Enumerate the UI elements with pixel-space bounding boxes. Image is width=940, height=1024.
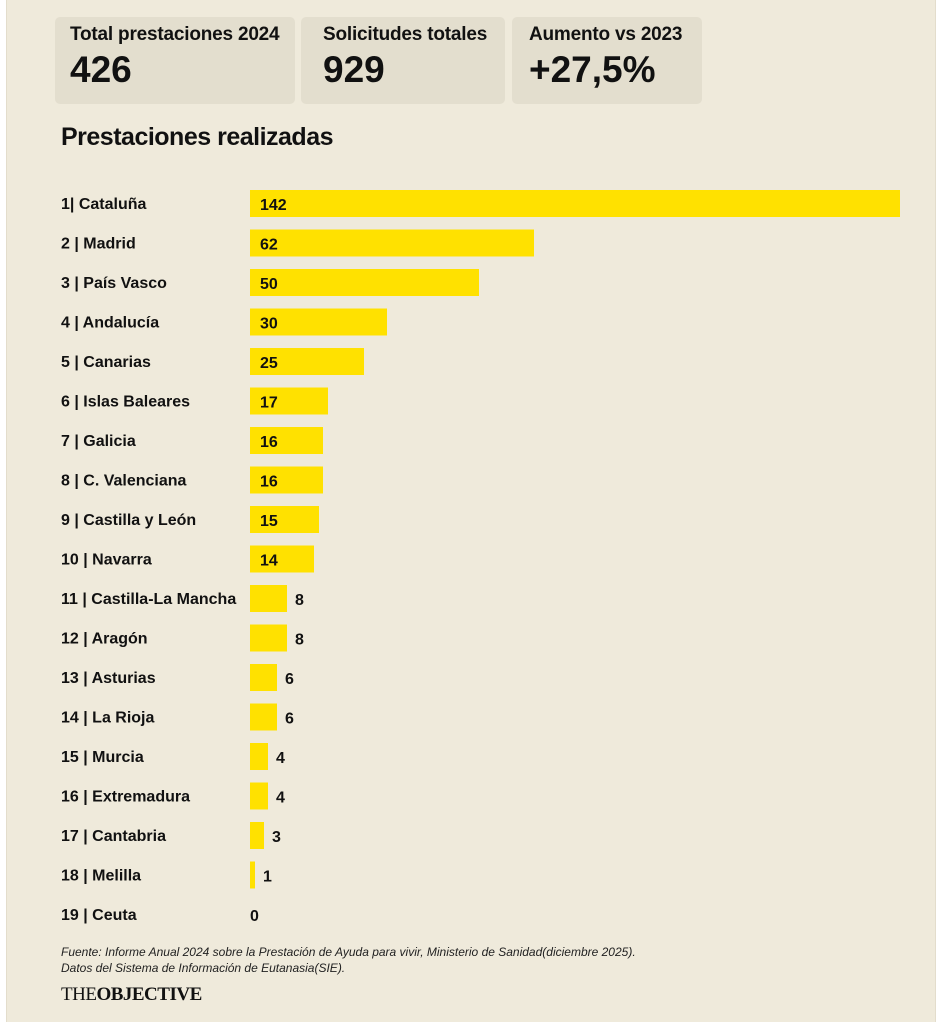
kpi-value: 929 (323, 49, 385, 90)
brand-logo: THEOBJECTIVE (61, 984, 202, 1006)
category-label: 13 | Asturias (61, 670, 156, 687)
category-label: 15 | Murcia (61, 749, 144, 766)
value-label: 16 (260, 474, 278, 491)
source-line-1: Fuente: Informe Anual 2024 sobre la Pres… (61, 945, 636, 959)
value-label: 6 (285, 671, 294, 688)
category-label: 11 | Castilla-La Mancha (61, 591, 236, 608)
value-label: 4 (276, 750, 285, 767)
source-line-2: Datos del Sistema de Información de Euta… (61, 961, 346, 975)
category-label: 4 | Andalucía (61, 315, 159, 332)
category-label: 14 | La Rioja (61, 710, 155, 727)
value-label: 142 (260, 197, 287, 214)
category-label: 10 | Navarra (61, 552, 152, 569)
kpi-label: Total prestaciones 2024 (70, 24, 280, 45)
category-label: 8 | C. Valenciana (61, 473, 187, 490)
brand-part-1: THE (61, 984, 97, 1005)
bar (250, 861, 255, 889)
bar (250, 190, 900, 217)
bar (250, 506, 319, 533)
bar (250, 387, 328, 415)
infographic-frame: Total prestaciones 2024 426 Solicitudes … (6, 0, 936, 1022)
value-label: 4 (276, 790, 285, 807)
kpi-value: 426 (70, 49, 132, 90)
category-label: 6 | Islas Baleares (61, 394, 190, 411)
bar (250, 269, 479, 296)
value-label: 15 (260, 513, 278, 530)
category-label: 12 | Aragón (61, 631, 148, 648)
value-label: 17 (260, 395, 278, 412)
value-label: 6 (285, 711, 294, 728)
bar (250, 229, 534, 257)
bar (250, 624, 287, 652)
category-label: 7 | Galicia (61, 433, 136, 450)
bar (250, 585, 287, 612)
value-label: 50 (260, 276, 278, 293)
category-label: 5 | Canarias (61, 354, 151, 371)
category-label: 3 | País Vasco (61, 275, 167, 292)
bar (250, 703, 277, 731)
category-label: 16 | Extremadura (61, 789, 190, 806)
category-label: 19 | Ceuta (61, 907, 137, 924)
kpi-value: +27,5% (529, 49, 656, 90)
kpi-label: Aumento vs 2023 (529, 24, 683, 45)
value-label: 62 (260, 237, 278, 254)
brand-part-2: OBJECTIVE (96, 984, 202, 1005)
category-label: 9 | Castilla y León (61, 512, 196, 529)
category-label: 2 | Madrid (61, 236, 136, 253)
value-label: 14 (260, 553, 278, 570)
value-label: 8 (295, 632, 304, 649)
kpi-card-total: Total prestaciones 2024 426 (55, 17, 295, 104)
bar (250, 466, 323, 494)
chart-title: Prestaciones realizadas (61, 123, 334, 151)
kpi-label: Solicitudes totales (323, 24, 488, 45)
kpi-card-solicitudes: Solicitudes totales 929 (301, 17, 505, 104)
bar (250, 664, 277, 691)
value-label: 8 (295, 592, 304, 609)
value-label: 30 (260, 316, 278, 333)
value-label: 16 (260, 434, 278, 451)
value-label: 3 (272, 829, 281, 846)
category-label: 17 | Cantabria (61, 828, 166, 845)
bar (250, 782, 268, 810)
bar (250, 308, 387, 336)
category-label: 1| Cataluña (61, 196, 146, 213)
bar (250, 743, 268, 770)
bar (250, 348, 364, 375)
category-label: 18 | Melilla (61, 868, 141, 885)
kpi-card-aumento: Aumento vs 2023 +27,5% (512, 17, 702, 104)
bar-chart: 1| Cataluña 142 2 | Madrid 62 3 | País Vasco… (61, 190, 900, 925)
bar (250, 427, 323, 454)
value-label: 1 (263, 869, 272, 886)
bar (250, 545, 314, 573)
value-label: 25 (260, 355, 278, 372)
bar (250, 822, 264, 849)
value-label: 0 (250, 908, 259, 925)
source-note: Fuente: Informe Anual 2024 sobre la Pres… (61, 944, 636, 976)
